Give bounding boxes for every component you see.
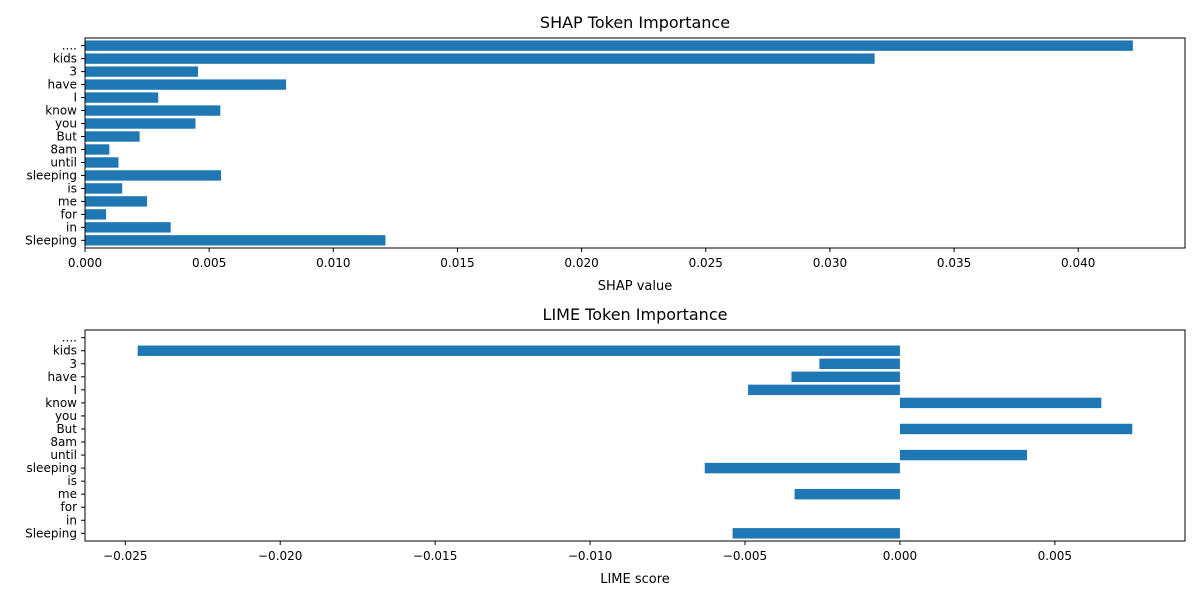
lime-xtick-label-2: −0.015 [413, 549, 457, 563]
shap-xtick-label-6: 0.030 [813, 256, 847, 270]
lime-bar-9 [899, 449, 1027, 461]
shap-bar-12 [85, 196, 148, 207]
shap-xtick-label-0: 0.000 [68, 256, 102, 270]
shap-bar-9 [85, 157, 119, 168]
shap-ytick-label-10: sleeping [26, 168, 77, 182]
shap-bar-5 [85, 105, 221, 116]
shap-ytick-label-4: I [73, 91, 77, 105]
shap-xtick-label-1: 0.005 [192, 256, 226, 270]
lime-ytick-label-6: you [55, 409, 77, 423]
shap-bar-6 [85, 118, 196, 129]
shap-ytick-label-9: until [50, 155, 77, 169]
lime-ytick-label-10: sleeping [26, 461, 77, 475]
lime-ytick-label-4: I [73, 383, 77, 397]
lime-ytick-label-7: But [56, 422, 77, 436]
shap-bar-0 [85, 40, 1133, 51]
lime-ytick-label-2: 3 [69, 357, 77, 371]
lime-bar-15 [732, 528, 900, 539]
lime-xtick-label-4: −0.005 [723, 549, 767, 563]
shap-xtick-label-2: 0.010 [316, 256, 350, 270]
shap-bar-11 [85, 183, 123, 194]
lime-title: LIME Token Importance [543, 305, 728, 324]
lime-ytick-label-15: Sleeping [25, 526, 77, 540]
shap-xtick-label-3: 0.015 [440, 256, 474, 270]
shap-bar-15 [85, 235, 386, 246]
lime-plot-frame [84, 329, 1186, 542]
lime-bar-7 [899, 423, 1133, 435]
shap-ytick-label-15: Sleeping [25, 233, 77, 247]
shap-xtick-label-5: 0.025 [689, 256, 723, 270]
lime-xtick-label-1: −0.020 [258, 549, 302, 563]
shap-ytick-label-7: But [56, 130, 77, 144]
lime-xlabel: LIME score [600, 572, 670, 587]
shap-ytick-label-13: for [61, 207, 78, 221]
lime-bar-4 [748, 384, 900, 396]
lime-bar-10 [704, 462, 900, 474]
lime-xtick-label-6: 0.005 [1038, 549, 1072, 563]
lime-bar-5 [899, 397, 1102, 409]
lime-bar-12 [794, 488, 900, 500]
lime-bar-1 [137, 345, 900, 356]
lime-ytick-label-8: 8am [50, 435, 77, 449]
shap-bar-10 [85, 170, 222, 181]
shap-ytick-label-11: is [67, 181, 77, 195]
lime-xtick-label-5: 0.000 [883, 549, 917, 563]
shap-ytick-label-5: know [45, 104, 77, 118]
shap-ytick-label-8: 8am [50, 142, 77, 156]
shap-xtick-label-8: 0.040 [1061, 256, 1095, 270]
shap-bar-14 [85, 222, 171, 233]
shap-ytick-label-3: have [48, 78, 77, 92]
lime-xtick-label-0: −0.025 [103, 549, 147, 563]
shap-ytick-label-6: you [55, 117, 77, 131]
lime-ytick-label-1: kids [53, 344, 77, 358]
lime-ytick-label-9: until [50, 448, 77, 462]
shap-ytick-label-1: kids [53, 52, 77, 66]
lime-ytick-label-5: know [45, 396, 77, 410]
shap-bar-2 [85, 66, 198, 77]
shap-chart: SHAP Token Importance....kids3haveIknowy… [25, 13, 1186, 294]
lime-bar-2 [819, 358, 900, 369]
shap-plot-frame [84, 37, 1186, 249]
shap-bar-3 [85, 79, 287, 90]
shap-bar-1 [85, 53, 875, 64]
shap-ytick-label-12: me [58, 194, 77, 208]
shap-bar-4 [85, 92, 159, 103]
shap-bar-7 [85, 131, 140, 142]
lime-ytick-label-11: is [67, 474, 77, 488]
shap-bar-13 [85, 209, 107, 220]
shap-xlabel: SHAP value [598, 279, 672, 294]
lime-chart: LIME Token Importance....kids3haveIknowy… [25, 305, 1186, 587]
shap-ytick-label-0: .... [62, 39, 77, 53]
lime-ytick-label-14: in [66, 513, 77, 527]
shap-ytick-label-14: in [66, 220, 77, 234]
shap-ytick-label-2: 3 [69, 65, 77, 79]
lime-ytick-label-0: .... [62, 331, 77, 345]
lime-ytick-label-12: me [58, 487, 77, 501]
lime-bar-3 [791, 371, 900, 383]
shap-xtick-label-7: 0.035 [937, 256, 971, 270]
lime-xtick-label-3: −0.010 [568, 549, 612, 563]
shap-title: SHAP Token Importance [540, 13, 730, 32]
shap-xtick-label-4: 0.020 [564, 256, 598, 270]
lime-ytick-label-3: have [48, 370, 77, 384]
lime-ytick-label-13: for [61, 500, 78, 514]
shap-bar-8 [85, 144, 110, 155]
